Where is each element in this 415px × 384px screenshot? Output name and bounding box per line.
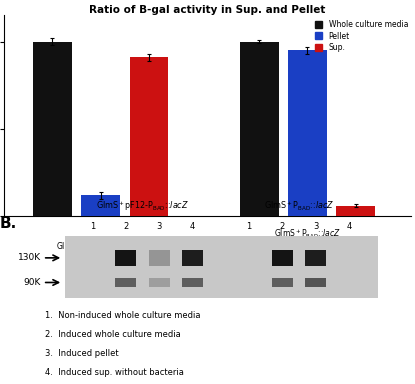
Legend: Whole culture media, Pellet, Sup.: Whole culture media, Pellet, Sup. <box>312 17 411 55</box>
Text: 2: 2 <box>280 222 285 231</box>
Text: 3: 3 <box>313 222 318 231</box>
Bar <box>272 278 293 287</box>
Text: 1.  Non-induced whole culture media: 1. Non-induced whole culture media <box>45 311 200 320</box>
Text: GlmS$^+$P$_{\rm BAD}$::$\it{lacZ}$: GlmS$^+$P$_{\rm BAD}$::$\it{lacZ}$ <box>274 228 341 242</box>
Bar <box>305 278 326 287</box>
Bar <box>81 195 120 216</box>
Text: 4: 4 <box>347 222 352 231</box>
Text: 3: 3 <box>156 222 162 231</box>
Bar <box>115 278 137 287</box>
Text: 1: 1 <box>90 222 95 231</box>
Bar <box>129 57 168 216</box>
Bar <box>149 250 170 266</box>
Bar <box>272 250 293 266</box>
Text: 130K: 130K <box>17 253 41 262</box>
Text: B.: B. <box>0 216 17 231</box>
Bar <box>288 50 327 216</box>
Text: GlmS$^+$pF12-P$_{\rm BAD}$::$\it{lacZ}$: GlmS$^+$pF12-P$_{\rm BAD}$::$\it{lacZ}$ <box>56 240 145 254</box>
Bar <box>305 250 326 266</box>
Text: 90K: 90K <box>23 278 41 287</box>
Bar <box>65 236 378 298</box>
Text: 3.  Induced pellet: 3. Induced pellet <box>45 349 118 358</box>
Bar <box>115 250 137 266</box>
Text: 1: 1 <box>247 222 251 231</box>
Text: 4.  Induced sup. without bacteria: 4. Induced sup. without bacteria <box>45 368 184 377</box>
Text: 2: 2 <box>123 222 128 231</box>
Text: 4: 4 <box>190 222 195 231</box>
Title: Ratio of B-gal activity in Sup. and Pellet: Ratio of B-gal activity in Sup. and Pell… <box>89 5 326 15</box>
Bar <box>149 278 170 287</box>
Bar <box>182 278 203 287</box>
Bar <box>337 205 375 216</box>
Bar <box>240 41 278 216</box>
Bar <box>33 41 72 216</box>
Text: GlmS$^+$pF12-P$_{\rm BAD}$::$\it{lacZ}$: GlmS$^+$pF12-P$_{\rm BAD}$::$\it{lacZ}$ <box>96 199 189 213</box>
Bar <box>182 250 203 266</box>
Text: 2.  Induced whole culture media: 2. Induced whole culture media <box>45 330 181 339</box>
Text: GlmS$^+$P$_{\rm BAD}$::$\it{lacZ}$: GlmS$^+$P$_{\rm BAD}$::$\it{lacZ}$ <box>264 200 334 213</box>
